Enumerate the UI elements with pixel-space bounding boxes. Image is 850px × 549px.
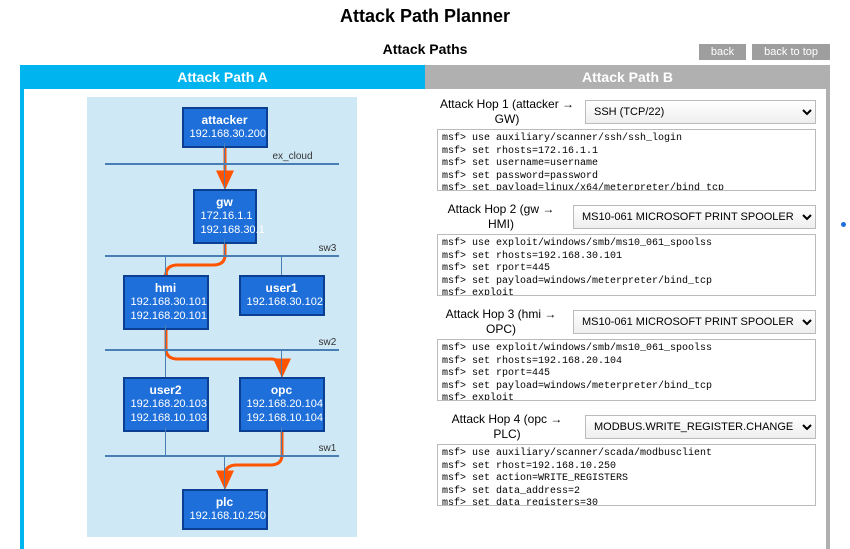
node-name: plc	[190, 495, 260, 510]
segment-connector	[224, 163, 226, 189]
node-name: attacker	[190, 113, 260, 128]
hop-label: Attack Hop 4 (opc → PLC)	[437, 412, 577, 442]
node-name: opc	[247, 383, 317, 398]
node-ip: 192.168.30.200	[190, 128, 260, 142]
segment-connector	[224, 455, 226, 489]
node-ip: 192.168.30.1	[201, 224, 249, 238]
hop-exploit-select[interactable]: MS10-061 MICROSOFT PRINT SPOOLER	[573, 310, 816, 334]
segment-line-sw2	[105, 349, 339, 351]
node-ip: 192.168.20.103	[131, 398, 201, 412]
segment-connector	[224, 239, 226, 255]
node-ip: 192.168.10.104	[247, 412, 317, 426]
segment-line-sw3	[105, 255, 339, 257]
hop-1: Attack Hop 1 (attacker → GW) SSH (TCP/22)…	[437, 97, 816, 196]
page-title: Attack Path Planner	[0, 0, 850, 27]
top-buttons: back back to top	[699, 44, 830, 60]
tab-bar: Attack Path A Attack Path B	[20, 65, 830, 89]
segment-connector	[165, 349, 167, 377]
indicator-dot	[841, 222, 846, 227]
segment-line-sw1	[105, 455, 339, 457]
hops-panel: Attack Hop 1 (attacker → GW) SSH (TCP/22)…	[419, 89, 826, 549]
node-ip: 192.168.30.102	[247, 296, 317, 310]
diagram-panel: ex_cloud sw3 sw2 sw1 attacker192.168.30.200 g…	[24, 89, 419, 549]
node-hmi: hmi192.168.30.101192.168.20.101	[123, 275, 209, 330]
hop-exploit-select[interactable]: SSH (TCP/22)	[585, 100, 816, 124]
back-button[interactable]: back	[699, 44, 746, 60]
segment-label-sw2: sw2	[319, 337, 337, 348]
node-opc: opc192.168.20.104192.168.10.104	[239, 377, 325, 432]
tab-attack-path-a[interactable]: Attack Path A	[20, 65, 425, 89]
node-ip: 172.16.1.1	[201, 210, 249, 224]
hop-label: Attack Hop 3 (hmi → OPC)	[437, 307, 565, 337]
node-ip: 192.168.10.103	[131, 412, 201, 426]
node-gw: gw172.16.1.1192.168.30.1	[193, 189, 257, 244]
network-diagram: ex_cloud sw3 sw2 sw1 attacker192.168.30.200 g…	[87, 97, 357, 537]
segment-label-sw1: sw1	[319, 443, 337, 454]
segment-line-ex_cloud	[105, 163, 339, 165]
hop-4: Attack Hop 4 (opc → PLC) MODBUS.WRITE_REG…	[437, 412, 816, 511]
node-ip: 192.168.30.101	[131, 296, 201, 310]
hop-exploit-select[interactable]: MODBUS.WRITE_REGISTER.CHANGE	[585, 415, 816, 439]
node-user1: user1192.168.30.102	[239, 275, 325, 316]
hop-commands[interactable]: msf> use auxiliary/scanner/scada/modbusc…	[437, 444, 816, 506]
node-ip: 192.168.20.101	[131, 310, 201, 324]
node-ip: 192.168.10.250	[190, 510, 260, 524]
back-to-top-button[interactable]: back to top	[752, 44, 830, 60]
node-name: gw	[201, 195, 249, 210]
hop-2: Attack Hop 2 (gw → HMI) MS10-061 MICROSOF…	[437, 202, 816, 301]
node-name: hmi	[131, 281, 201, 296]
hop-commands[interactable]: msf> use exploit/windows/smb/ms10_061_sp…	[437, 339, 816, 401]
hop-commands[interactable]: msf> use auxiliary/scanner/ssh/ssh_login…	[437, 129, 816, 191]
hop-commands[interactable]: msf> use exploit/windows/smb/ms10_061_sp…	[437, 234, 816, 296]
segment-connector	[224, 143, 226, 163]
content-area: ex_cloud sw3 sw2 sw1 attacker192.168.30.200 g…	[20, 89, 830, 549]
segment-connector	[281, 255, 283, 275]
segment-connector	[165, 325, 167, 349]
hop-label: Attack Hop 2 (gw → HMI)	[437, 202, 565, 232]
hop-label: Attack Hop 1 (attacker → GW)	[437, 97, 577, 127]
node-name: user1	[247, 281, 317, 296]
hop-3: Attack Hop 3 (hmi → OPC) MS10-061 MICROSO…	[437, 307, 816, 406]
hop-exploit-select[interactable]: MS10-061 MICROSOFT PRINT SPOOLER	[573, 205, 816, 229]
node-attacker: attacker192.168.30.200	[182, 107, 268, 148]
node-ip: 192.168.20.104	[247, 398, 317, 412]
segment-label-sw3: sw3	[319, 243, 337, 254]
node-user2: user2192.168.20.103192.168.10.103	[123, 377, 209, 432]
segment-connector	[165, 255, 167, 275]
segment-label-ex_cloud: ex_cloud	[273, 151, 313, 162]
segment-connector	[281, 427, 283, 455]
segment-connector	[281, 349, 283, 377]
tab-attack-path-b[interactable]: Attack Path B	[425, 65, 830, 89]
node-name: user2	[131, 383, 201, 398]
node-plc: plc192.168.10.250	[182, 489, 268, 530]
segment-connector	[165, 427, 167, 455]
